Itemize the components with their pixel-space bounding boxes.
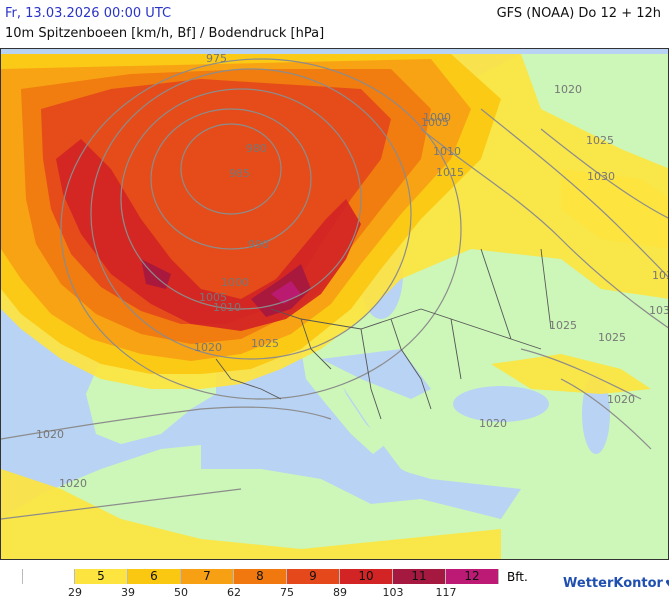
legend-tick-label: 103 — [382, 586, 404, 599]
isobar-label: 985 — [229, 167, 250, 180]
legend-ticks: 29 39 50 62 75 89 103 117 — [0, 586, 560, 600]
isobar-lines — [1, 58, 668, 520]
wind-gust-areas — [1, 54, 668, 559]
isobar-label: 1020 — [194, 341, 222, 354]
legend-cell: 7 — [181, 569, 234, 584]
wetterkontor-logo[interactable]: WetterKontor♥ — [563, 576, 669, 591]
isobar-label: 1020 — [554, 83, 582, 96]
isobar-label: 990 — [248, 238, 269, 251]
wind-legend: 5 6 7 8 9 10 11 12 — [22, 569, 499, 584]
isobar-label: 1030 — [587, 170, 615, 183]
legend-tick-label: 50 — [174, 586, 188, 599]
legend-cell: 9 — [287, 569, 340, 584]
isobar-label: 1025 — [251, 337, 279, 350]
isobar-label: 1010 — [433, 145, 461, 158]
legend-cell: 5 — [75, 569, 128, 584]
map-subtitle: 10m Spitzenboeen [km/h, Bf] / Bodendruck… — [5, 26, 325, 41]
legend-tick-label: 29 — [68, 586, 82, 599]
legend-tick-label: 117 — [435, 586, 457, 599]
inner-seas — [201, 229, 610, 519]
isobar-label: 1025 — [549, 319, 577, 332]
isobar-label: 1020 — [607, 393, 635, 406]
legend-tick-label: 75 — [280, 586, 294, 599]
model-run: GFS (NOAA) Do 12 + 12h — [496, 6, 661, 21]
isobar-label: 1005 — [421, 116, 449, 129]
isobar-label: 1020 — [59, 477, 87, 490]
legend-cell: 6 — [128, 569, 181, 584]
legend-cell — [22, 569, 75, 584]
logo-text: WetterKontor — [563, 576, 663, 591]
isobar-label: 1030 — [649, 304, 669, 317]
legend-cell: 10 — [340, 569, 393, 584]
isobar-label: 1000 — [423, 111, 451, 124]
legend-cell: 12 — [446, 569, 499, 584]
isobar-label: 1005 — [199, 291, 227, 304]
isobar-label: 1035 — [652, 269, 669, 282]
legend-cell: 8 — [234, 569, 287, 584]
isobar-label: 1020 — [36, 428, 64, 441]
legend-cell: 11 — [393, 569, 446, 584]
isobar-label: 1010 — [213, 301, 241, 314]
isobar-label: 1015 — [436, 166, 464, 179]
isobar-label: 980 — [246, 142, 267, 155]
isobar-label: 1025 — [586, 134, 614, 147]
legend-tick-label: 62 — [227, 586, 241, 599]
legend-tick-label: 89 — [333, 586, 347, 599]
isobar-label: 975 — [206, 52, 227, 65]
country-borders — [215, 248, 552, 420]
isobar-label: 1000 — [221, 276, 249, 289]
logo-heart-icon: ♥ — [665, 579, 669, 590]
map-date: Fr, 13.03.2026 00:00 UTC — [5, 6, 172, 21]
legend-tick-label: 39 — [121, 586, 135, 599]
legend-unit: Bft. — [507, 570, 528, 584]
weather-map: 975 980 985 990 1000 1005 1010 1020 1025 1000 1005… — [0, 48, 669, 560]
isobar-label: 1020 — [479, 417, 507, 430]
isobar-label: 1025 — [598, 331, 626, 344]
